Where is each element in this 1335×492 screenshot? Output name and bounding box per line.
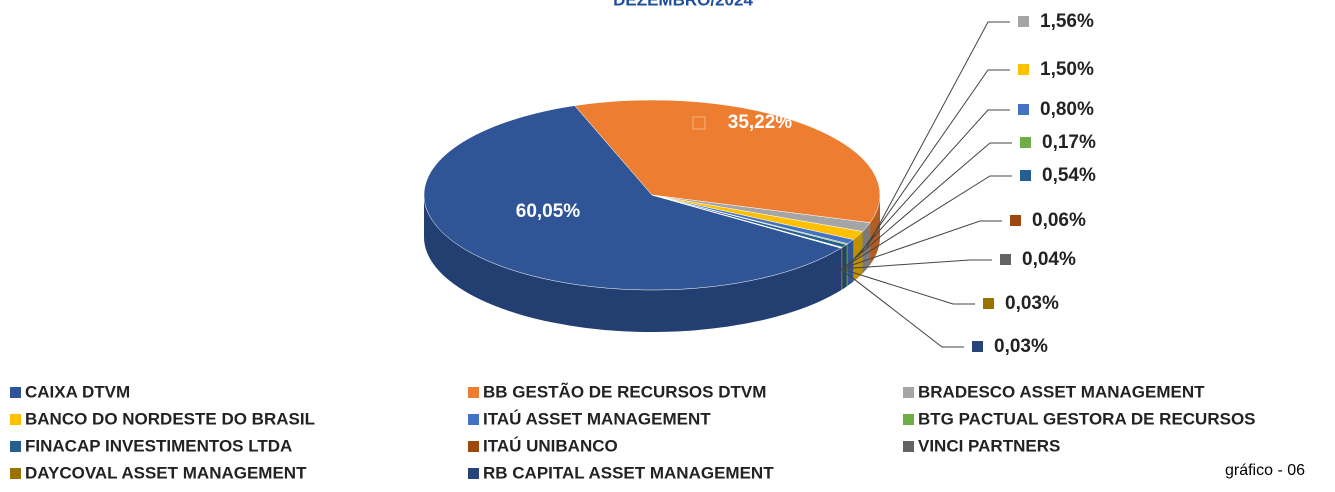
slice-side bbox=[424, 195, 842, 333]
data-label: 1,50% bbox=[1040, 59, 1094, 80]
label-marker bbox=[1020, 137, 1031, 148]
legend-marker bbox=[10, 387, 21, 398]
chart-title: DEZEMBRO/2024 bbox=[613, 0, 753, 9]
slice bbox=[574, 99, 881, 223]
label-marker bbox=[1010, 215, 1021, 226]
data-label: 0,06% bbox=[1032, 210, 1086, 231]
legend-marker bbox=[10, 468, 21, 479]
leader-line bbox=[844, 175, 1012, 268]
leader-line bbox=[850, 109, 1010, 264]
legend-marker bbox=[468, 468, 479, 479]
data-label: 35,22% bbox=[728, 112, 793, 133]
label-marker bbox=[1000, 254, 1011, 265]
legend-label: ITAÚ ASSET MANAGEMENT bbox=[483, 409, 711, 428]
legend-marker bbox=[468, 441, 479, 452]
leader-line bbox=[841, 259, 992, 270]
footer: gráfico - 06 bbox=[1225, 462, 1305, 479]
legend-label: VINCI PARTNERS bbox=[918, 436, 1060, 455]
slice-side-shade bbox=[842, 244, 847, 290]
label-marker bbox=[1018, 104, 1029, 115]
leader-line bbox=[866, 21, 1010, 249]
slice bbox=[423, 105, 842, 291]
leader-line bbox=[841, 220, 1002, 269]
legend-label: BB GESTÃO DE RECURSOS DTVM bbox=[483, 381, 766, 401]
legend-label: BRADESCO ASSET MANAGEMENT bbox=[918, 382, 1205, 401]
legend-label: RB CAPITAL ASSET MANAGEMENT bbox=[483, 463, 774, 482]
legend-label: ITAÚ UNIBANCO bbox=[483, 436, 618, 455]
legend-marker bbox=[903, 387, 914, 398]
data-label: 0,54% bbox=[1042, 165, 1096, 186]
legend-label: FINACAP INVESTIMENTOS LTDA bbox=[25, 436, 292, 455]
data-label: 0,03% bbox=[1005, 293, 1059, 314]
leader-line bbox=[841, 268, 975, 305]
label-marker bbox=[1020, 170, 1031, 181]
slice bbox=[651, 194, 842, 249]
leader-line bbox=[840, 268, 964, 348]
legend-marker bbox=[468, 414, 479, 425]
slice-side-shade bbox=[870, 195, 880, 265]
data-label: 0,80% bbox=[1040, 99, 1094, 120]
slice-side-shade bbox=[424, 195, 842, 333]
data-label: 1,56% bbox=[1040, 11, 1094, 32]
data-label: 60,05% bbox=[516, 201, 581, 222]
label-marker bbox=[692, 116, 706, 130]
legend-label: DAYCOVAL ASSET MANAGEMENT bbox=[25, 463, 307, 482]
legend-marker bbox=[903, 414, 914, 425]
leader-line bbox=[846, 142, 1012, 266]
slice-side bbox=[870, 195, 880, 265]
legend-marker bbox=[10, 414, 21, 425]
data-label: 0,03% bbox=[994, 336, 1048, 357]
legend-label: CAIXA DTVM bbox=[25, 382, 130, 401]
data-label: 0,04% bbox=[1022, 249, 1076, 270]
legend-label: BTG PACTUAL GESTORA DE RECURSOS bbox=[918, 409, 1256, 428]
legend-marker bbox=[468, 387, 479, 398]
legend-marker bbox=[903, 441, 914, 452]
leader-line bbox=[857, 69, 1010, 257]
label-marker bbox=[972, 341, 983, 352]
label-marker bbox=[1018, 64, 1029, 75]
legend-marker bbox=[10, 441, 21, 452]
slice-side bbox=[842, 244, 847, 290]
label-marker bbox=[1018, 16, 1029, 27]
label-marker bbox=[983, 298, 994, 309]
data-label: 0,17% bbox=[1042, 132, 1096, 153]
legend-label: BANCO DO NORDESTE DO BRASIL bbox=[25, 409, 315, 428]
